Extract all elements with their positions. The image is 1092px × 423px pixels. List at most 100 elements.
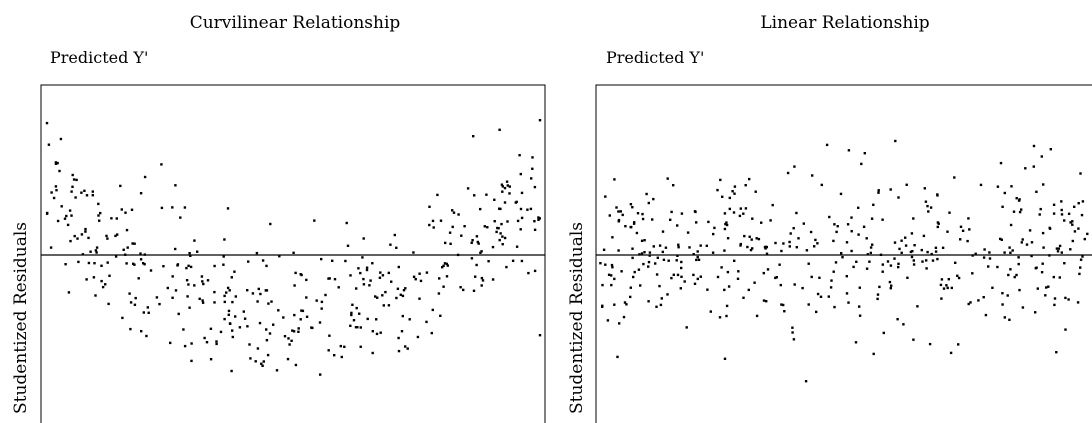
scatter-point <box>988 257 992 260</box>
scatter-point <box>1006 294 1009 297</box>
scatter-point <box>765 252 769 255</box>
scatter-point <box>223 317 226 321</box>
scatter-point <box>71 173 74 177</box>
scatter-point <box>969 301 972 304</box>
scatter-point <box>247 260 250 263</box>
scatter-point <box>481 279 485 282</box>
scatter-point <box>223 238 226 241</box>
scatter-point <box>519 172 522 176</box>
scatter-point <box>655 305 658 308</box>
scatter-point <box>1076 301 1080 304</box>
scatter-point <box>231 329 234 332</box>
scatter-point <box>49 246 53 249</box>
scatter-point <box>446 264 449 267</box>
scatter-point <box>1064 328 1067 331</box>
scatter-point <box>869 251 872 255</box>
scatter-point <box>860 162 863 166</box>
scatter-point <box>1032 144 1036 148</box>
scatter-point <box>174 289 178 292</box>
scatter-point <box>59 137 63 141</box>
scatter-point <box>533 228 537 231</box>
scatter-point <box>1021 238 1024 241</box>
scatter-point <box>792 338 796 341</box>
scatter-point <box>533 185 537 189</box>
scatter-point <box>788 240 791 244</box>
scatter-point <box>940 278 944 281</box>
scatter-point <box>630 225 633 229</box>
scatter-point <box>491 245 495 249</box>
scatter-point <box>1071 220 1074 223</box>
scatter-point <box>632 222 636 225</box>
scatter-point <box>1015 197 1018 200</box>
scatter-point <box>300 273 303 277</box>
scatter-point <box>1003 191 1006 195</box>
scatter-point <box>599 262 602 265</box>
scatter-point <box>954 261 957 264</box>
scatter-point <box>119 184 122 188</box>
scatter-point <box>493 198 496 201</box>
scatter-point <box>143 263 146 266</box>
scatter-point <box>425 271 429 274</box>
scatter-point <box>816 242 819 245</box>
scatter-point <box>371 330 374 333</box>
scatter-point <box>1058 244 1062 248</box>
scatter-point <box>616 355 619 359</box>
scatter-point <box>499 232 502 235</box>
scatter-point <box>230 276 233 279</box>
scatter-point <box>374 295 377 298</box>
scatter-point <box>631 256 634 260</box>
scatter-point <box>751 217 754 220</box>
scatter-point <box>1060 200 1063 203</box>
scatter-point <box>801 286 804 290</box>
scatter-point <box>193 284 196 287</box>
scatter-point <box>99 211 102 215</box>
scatter-point <box>213 290 216 294</box>
scatter-point <box>623 301 627 304</box>
scatter-point <box>268 332 272 335</box>
scatter-point <box>183 206 187 209</box>
scatter-point <box>171 296 174 299</box>
scatter-point <box>171 275 174 278</box>
scatter-point <box>500 183 504 186</box>
scatter-point <box>129 327 132 331</box>
scatter-point <box>526 208 529 211</box>
scatter-point <box>1030 241 1034 244</box>
scatter-point <box>782 242 785 245</box>
scatter-point <box>696 277 699 281</box>
scatter-point <box>94 294 97 297</box>
scatter-point <box>201 301 205 304</box>
scatter-point <box>1052 275 1055 279</box>
scatter-point <box>1060 251 1063 254</box>
scatter-point <box>643 251 646 254</box>
scatter-point <box>762 271 765 275</box>
scatter-point <box>359 345 362 348</box>
scatter-point <box>680 275 683 278</box>
scatter-point <box>475 263 478 267</box>
scatter-point <box>1008 318 1011 321</box>
scatter-point <box>186 295 189 298</box>
scatter-point <box>87 261 91 265</box>
scatter-point <box>198 297 201 300</box>
scatter-point <box>879 253 883 256</box>
scatter-point <box>924 200 928 203</box>
scatter-point <box>905 183 908 186</box>
scatter-point <box>277 309 280 312</box>
scatter-point <box>1057 247 1060 250</box>
scatter-point <box>182 328 185 331</box>
scatter-point <box>209 327 213 330</box>
scatter-point <box>728 196 731 200</box>
scatter-point <box>979 183 983 187</box>
scatter-point <box>813 245 816 248</box>
scatter-point <box>664 246 668 249</box>
scatter-point <box>926 250 929 254</box>
linear-plot-frame <box>595 84 1092 423</box>
scatter-point <box>116 233 119 236</box>
scatter-point <box>922 234 926 238</box>
scatter-point <box>736 277 740 280</box>
scatter-point <box>404 345 407 348</box>
scatter-point <box>744 207 748 210</box>
scatter-point <box>751 247 754 250</box>
scatter-point <box>382 304 385 307</box>
scatter-point <box>780 249 783 253</box>
scatter-point <box>412 275 416 278</box>
